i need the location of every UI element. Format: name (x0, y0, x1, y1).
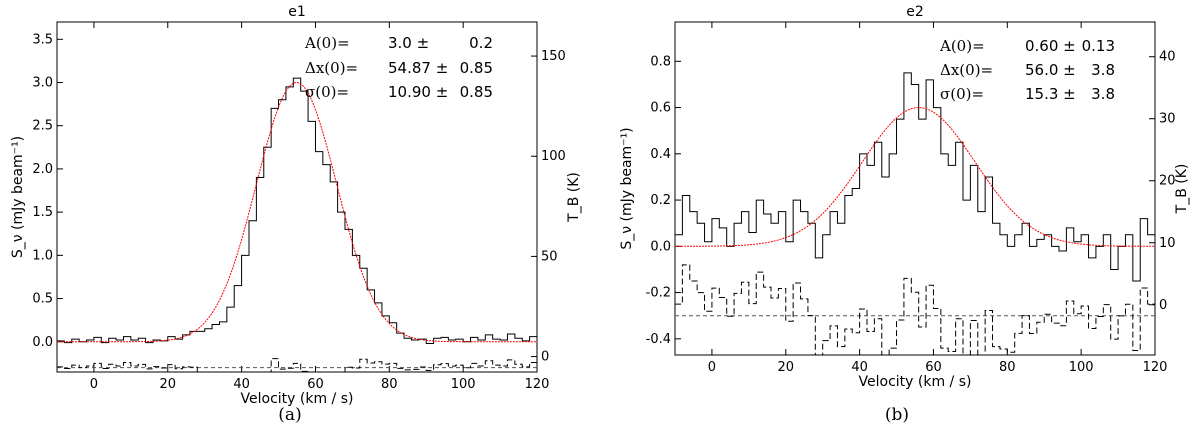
annotation-label: σ(0)= (305, 83, 349, 101)
annotation-error: 3.8 (1091, 85, 1115, 103)
x-tick-label: 80 (381, 377, 398, 392)
y2-tick-label: 100 (541, 149, 566, 164)
panel-a: e1 0 20 40 60 80 100 120 0.0 0.5 1.0 1.5 2.0 2.5 3.0 3.… (10, 4, 582, 425)
annotation-value: 54.87 ± (388, 59, 448, 77)
panel-title: e2 (906, 4, 924, 20)
residual-series (675, 264, 1155, 355)
x-axis-label: Velocity (km / s) (859, 374, 972, 390)
y-tick-label: 1.5 (32, 205, 53, 220)
annotation-label: σ(0)= (940, 85, 984, 103)
spectrum-series (57, 77, 537, 344)
spectrum-series (675, 72, 1155, 282)
annotation-value: 10.90 ± (388, 83, 448, 101)
annotation-error: 0.13 (1082, 37, 1115, 55)
y2-tick-label: 0 (541, 350, 549, 365)
residual-series (57, 358, 537, 372)
x-tick-label: 20 (159, 377, 176, 392)
x-tick-label: 0 (708, 360, 716, 375)
annotation-value: 15.3 ± (1025, 85, 1076, 103)
plot-frame (56, 21, 538, 373)
fit-curve (57, 82, 537, 343)
x-tick-label: 80 (999, 360, 1016, 375)
plot-area (675, 72, 1155, 355)
y2-tick-label: 20 (1159, 174, 1176, 189)
y-tick-label: -0.2 (646, 286, 671, 301)
x-tick-label: 40 (233, 377, 250, 392)
y-tick-label: 2.0 (32, 162, 53, 177)
y2-tick-label: 30 (1159, 112, 1176, 127)
annotation-value: 56.0 ± (1025, 61, 1076, 79)
x-tick-label: 60 (925, 360, 942, 375)
y-tick-label: 0.6 (650, 101, 671, 116)
annotation-error: 0.2 (469, 34, 493, 52)
y-tick-label: 0.0 (650, 239, 671, 254)
panel-title: e1 (288, 4, 306, 20)
annotation-label: A(0)= (304, 34, 350, 52)
y2-tick-label: 0 (1159, 298, 1167, 313)
x-tick-label: 120 (525, 377, 550, 392)
plot-frame (674, 21, 1156, 356)
x-tick-label: 0 (90, 377, 98, 392)
plot-area (57, 77, 537, 372)
x-tick-label: 20 (777, 360, 794, 375)
x-axis-label: Velocity (km / s) (241, 391, 354, 407)
x-tick-label: 40 (851, 360, 868, 375)
y-tick-label: 0.5 (32, 292, 53, 307)
y-tick-label: 2.5 (32, 119, 53, 134)
panel-caption: (b) (885, 405, 909, 425)
annotation-value: 3.0 ± (388, 34, 429, 52)
y-tick-label: 3.5 (32, 32, 53, 47)
y-axis-label: S_ν (mJy beam⁻¹) (619, 127, 635, 249)
y2-axis-label: T_B (K) (1174, 164, 1190, 215)
annotation-label: Δx(0)= (940, 61, 993, 79)
x-tick-label: 100 (451, 377, 476, 392)
y2-tick-label: 40 (1159, 50, 1176, 65)
y2-tick-label: 10 (1159, 236, 1176, 251)
y2-axis-label: T_B (K) (566, 172, 582, 223)
annotation-error: 0.85 (460, 59, 493, 77)
y-tick-label: 3.0 (32, 75, 53, 90)
y-tick-label: 0.4 (650, 147, 671, 162)
y-tick-label: 0.0 (32, 335, 53, 350)
annotation-error: 3.8 (1091, 61, 1115, 79)
annotation-value: 0.60 ± (1025, 37, 1076, 55)
y-tick-label: 0.2 (650, 193, 671, 208)
fit-curve (675, 107, 1155, 247)
x-tick-label: 120 (1143, 360, 1168, 375)
annotation-error: 0.85 (460, 83, 493, 101)
annotation-label: Δx(0)= (305, 59, 358, 77)
x-tick-label: 60 (307, 377, 324, 392)
y-tick-label: 1.0 (32, 248, 53, 263)
x-tick-label: 100 (1069, 360, 1094, 375)
y2-tick-label: 50 (541, 249, 558, 264)
y2-tick-label: 150 (541, 49, 566, 64)
y-tick-label: -0.4 (646, 332, 671, 347)
y-axis-label: S_ν (mJy beam⁻¹) (10, 136, 26, 258)
annotation-label: A(0)= (939, 37, 985, 55)
panel-b: e20 20 40 60 80 100 120-0.4-0.20.00.20.40.60.8… (619, 4, 1190, 425)
panel-caption: (a) (278, 405, 301, 425)
y-tick-label: 0.8 (650, 54, 671, 69)
